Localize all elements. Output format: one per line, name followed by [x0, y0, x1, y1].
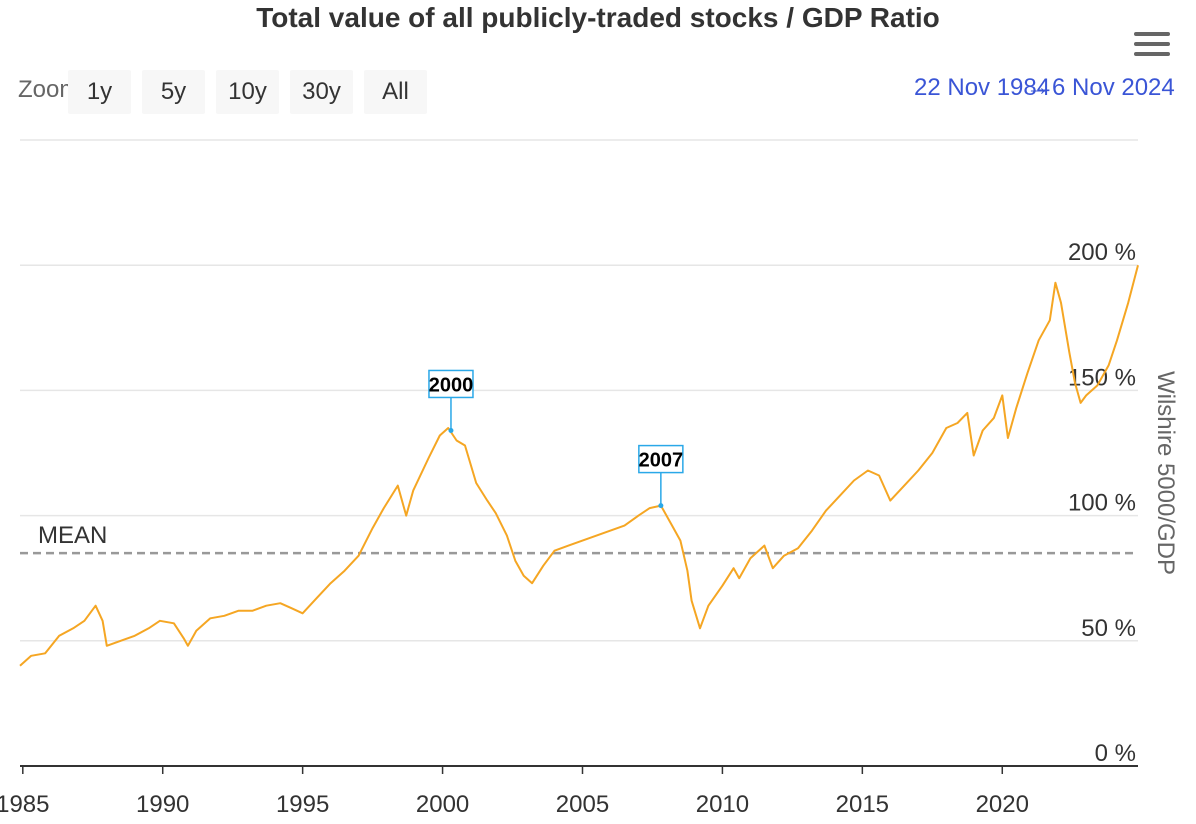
flag-label: 2000 [429, 374, 474, 396]
y-axis-title: Wilshire 5000/GDP [1152, 371, 1179, 575]
zoom-label: Zoom [18, 76, 70, 103]
y-tick-label: 100 % [1068, 490, 1136, 517]
x-tick-label: 1995 [276, 791, 329, 818]
y-tick-label: 50 % [1081, 615, 1136, 642]
x-tick-label: 2005 [556, 791, 609, 818]
x-tick-label: 2010 [696, 791, 749, 818]
zoom-all-button[interactable]: All [364, 70, 427, 114]
x-tick-label: 2000 [416, 791, 469, 818]
zoom-5y-button[interactable]: 5y [142, 70, 205, 114]
zoom-30y-button[interactable]: 30y [290, 70, 353, 114]
y-tick-label: 200 % [1068, 239, 1136, 266]
chart-title: Total value of all publicly-traded stock… [256, 2, 940, 33]
y-tick-label: 0 % [1095, 740, 1136, 767]
range-from-input[interactable]: 22 Nov 1984 [914, 74, 1051, 101]
x-tick-label: 1990 [136, 791, 189, 818]
zoom-1y-button[interactable]: 1y [68, 70, 131, 114]
x-tick-label: 2015 [836, 791, 889, 818]
range-to-input[interactable]: 6 Nov 2024 [1052, 74, 1175, 101]
hamburger-menu-icon[interactable] [1134, 32, 1170, 58]
zoom-10y-button[interactable]: 10y [216, 70, 279, 114]
x-tick-label: 1985 [0, 791, 49, 818]
flag-label: 2007 [639, 450, 684, 472]
mean-label: MEAN [38, 522, 107, 549]
range-arrow: → [1026, 74, 1050, 101]
flag-point [658, 503, 664, 509]
flag-point [448, 427, 454, 433]
flag-box [428, 369, 474, 399]
flag-box [638, 444, 684, 474]
series-line [19, 264, 1139, 667]
x-tick-label: 2020 [976, 791, 1029, 818]
